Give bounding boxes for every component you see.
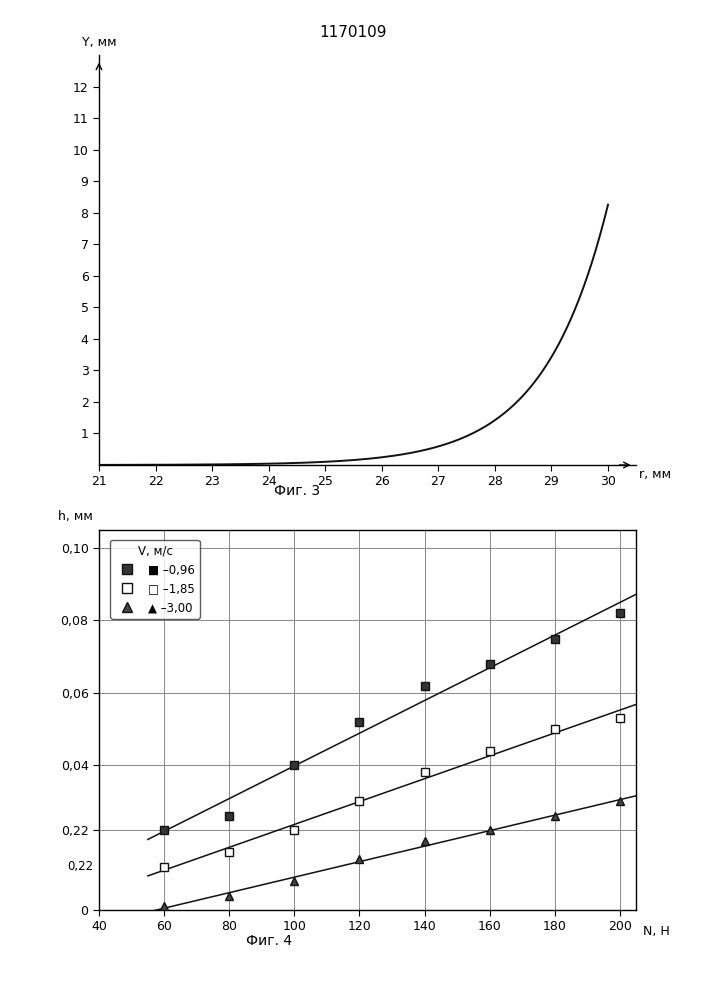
Text: Фиг. 4: Фиг. 4 [245, 934, 292, 948]
Text: Y, мм: Y, мм [82, 36, 116, 49]
Text: N, Н: N, Н [643, 925, 670, 938]
Legend: ■ –0,96, □ –1,85, ▲ –3,00: ■ –0,96, □ –1,85, ▲ –3,00 [110, 540, 199, 619]
Text: h, мм: h, мм [57, 510, 93, 523]
Text: 1170109: 1170109 [320, 25, 387, 40]
Text: 0,22: 0,22 [67, 860, 93, 873]
Text: Фиг. 3: Фиг. 3 [274, 484, 320, 498]
Text: r, мм: r, мм [639, 468, 671, 481]
